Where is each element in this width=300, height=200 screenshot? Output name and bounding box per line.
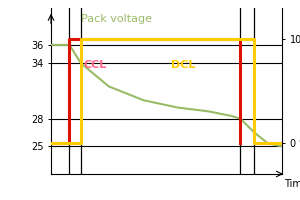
Text: Time: Time [284, 179, 300, 189]
Text: Pack voltage: Pack voltage [81, 14, 152, 24]
Text: CCL: CCL [83, 60, 106, 70]
Text: DCL: DCL [171, 60, 196, 70]
